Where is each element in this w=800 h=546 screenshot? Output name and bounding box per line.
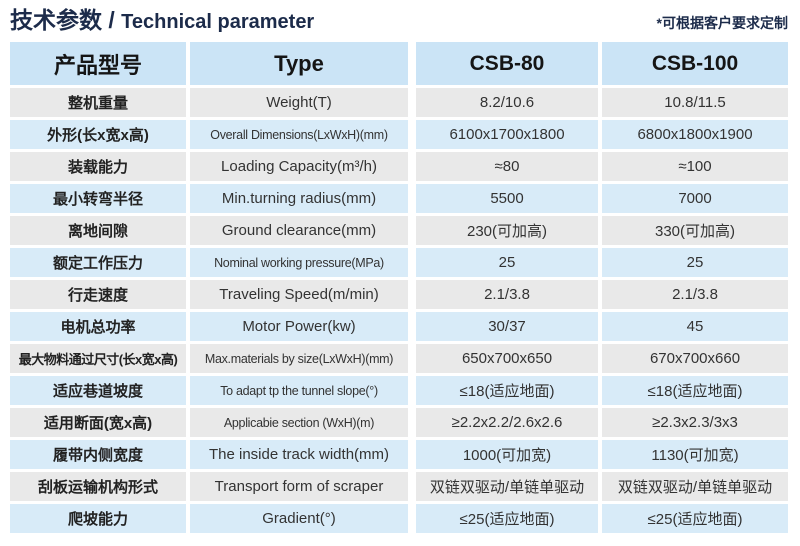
value-csb80: 2.1/3.8 (416, 280, 598, 309)
param-name-cn: 刮板运输机构形式 (10, 472, 186, 501)
param-name-en: Weight(T) (190, 88, 408, 117)
table-row: 外形(长x宽x高) Overall Dimensions(LxWxH)(mm) … (10, 120, 790, 149)
param-name-en: Transport form of scraper (190, 472, 408, 501)
value-csb80: 30/37 (416, 312, 598, 341)
param-name-cn: 最大物料通过尺寸(长x宽x高) (10, 344, 186, 373)
value-csb100: 7000 (602, 184, 788, 213)
table-row: 爬坡能力 Gradient(°) ≤25(适应地面) ≤25(适应地面) (10, 504, 790, 533)
param-name-cn: 整机重量 (10, 88, 186, 117)
value-csb80: 双链双驱动/单链单驱动 (416, 472, 598, 501)
customization-note: *可根据客户要求定制 (656, 15, 788, 31)
value-csb100: 45 (602, 312, 788, 341)
page-title-cn: 技术参数 (10, 7, 102, 33)
table-row: 装载能力 Loading Capacity(m³/h) ≈80 ≈100 (10, 152, 790, 181)
table-row: 刮板运输机构形式 Transport form of scraper 双链双驱动… (10, 472, 790, 501)
value-csb100: 2.1/3.8 (602, 280, 788, 309)
value-csb80: ≈80 (416, 152, 598, 181)
table-row: 离地间隙 Ground clearance(mm) 230(可加高) 330(可… (10, 216, 790, 245)
value-csb100: 25 (602, 248, 788, 277)
param-name-cn: 履带内侧宽度 (10, 440, 186, 469)
header-model-csb100: CSB-100 (602, 42, 788, 85)
param-name-cn: 电机总功率 (10, 312, 186, 341)
table-row: 适用断面(宽x高) Applicabie section (WxH)(m) ≥2… (10, 408, 790, 437)
table-row: 行走速度 Traveling Speed(m/min) 2.1/3.8 2.1/… (10, 280, 790, 309)
value-csb80: 1000(可加宽) (416, 440, 598, 469)
param-name-cn: 装载能力 (10, 152, 186, 181)
table-header-row: 产品型号 Type CSB-80 CSB-100 (10, 42, 790, 85)
page-title: 技术参数 / Technical parameter (10, 7, 314, 35)
table-row: 电机总功率 Motor Power(kw) 30/37 45 (10, 312, 790, 341)
value-csb80: ≤18(适应地面) (416, 376, 598, 405)
table-row: 履带内侧宽度 The inside track width(mm) 1000(可… (10, 440, 790, 469)
value-csb100: 330(可加高) (602, 216, 788, 245)
value-csb80: 25 (416, 248, 598, 277)
header-product-model: 产品型号 (10, 42, 186, 85)
table-row: 整机重量 Weight(T) 8.2/10.6 10.8/11.5 (10, 88, 790, 117)
header-model-csb80: CSB-80 (416, 42, 598, 85)
param-name-en: Applicabie section (WxH)(m) (190, 408, 408, 437)
header-type: Type (190, 42, 408, 85)
title-bar: 技术参数 / Technical parameter *可根据客户要求定制 (0, 0, 800, 40)
param-name-en: Nominal working pressure(MPa) (190, 248, 408, 277)
value-csb100: ≥2.3x2.3/3x3 (602, 408, 788, 437)
table-row: 最大物料通过尺寸(长x宽x高) Max.materials by size(Lx… (10, 344, 790, 373)
page-title-en: Technical parameter (121, 11, 315, 33)
value-csb100: ≤18(适应地面) (602, 376, 788, 405)
param-name-en: The inside track width(mm) (190, 440, 408, 469)
param-name-cn: 额定工作压力 (10, 248, 186, 277)
value-csb100: 10.8/11.5 (602, 88, 788, 117)
param-name-en: Motor Power(kw) (190, 312, 408, 341)
param-name-cn: 外形(长x宽x高) (10, 120, 186, 149)
title-separator: / (108, 7, 115, 33)
table-row: 适应巷道坡度 To adapt tp the tunnel slope(°) ≤… (10, 376, 790, 405)
value-csb100: 双链双驱动/单链单驱动 (602, 472, 788, 501)
parameter-table: 产品型号 Type CSB-80 CSB-100 整机重量 Weight(T) … (10, 42, 790, 533)
param-name-en: Loading Capacity(m³/h) (190, 152, 408, 181)
value-csb80: 5500 (416, 184, 598, 213)
param-name-en: To adapt tp the tunnel slope(°) (190, 376, 408, 405)
param-name-cn: 行走速度 (10, 280, 186, 309)
param-name-en: Traveling Speed(m/min) (190, 280, 408, 309)
value-csb80: 6100x1700x1800 (416, 120, 598, 149)
value-csb100: 670x700x660 (602, 344, 788, 373)
table-row: 额定工作压力 Nominal working pressure(MPa) 25 … (10, 248, 790, 277)
table-row: 最小转弯半径 Min.turning radius(mm) 5500 7000 (10, 184, 790, 213)
value-csb100: 1130(可加宽) (602, 440, 788, 469)
param-name-cn: 最小转弯半径 (10, 184, 186, 213)
param-name-en: Gradient(°) (190, 504, 408, 533)
table-body: 整机重量 Weight(T) 8.2/10.6 10.8/11.5 外形(长x宽… (10, 88, 790, 533)
param-name-en: Overall Dimensions(LxWxH)(mm) (190, 120, 408, 149)
value-csb100: ≤25(适应地面) (602, 504, 788, 533)
param-name-en: Ground clearance(mm) (190, 216, 408, 245)
param-name-cn: 爬坡能力 (10, 504, 186, 533)
param-name-cn: 适应巷道坡度 (10, 376, 186, 405)
param-name-cn: 适用断面(宽x高) (10, 408, 186, 437)
value-csb100: ≈100 (602, 152, 788, 181)
value-csb100: 6800x1800x1900 (602, 120, 788, 149)
param-name-en: Max.materials by size(LxWxH)(mm) (190, 344, 408, 373)
value-csb80: 650x700x650 (416, 344, 598, 373)
value-csb80: 230(可加高) (416, 216, 598, 245)
value-csb80: ≥2.2x2.2/2.6x2.6 (416, 408, 598, 437)
value-csb80: ≤25(适应地面) (416, 504, 598, 533)
param-name-en: Min.turning radius(mm) (190, 184, 408, 213)
value-csb80: 8.2/10.6 (416, 88, 598, 117)
param-name-cn: 离地间隙 (10, 216, 186, 245)
